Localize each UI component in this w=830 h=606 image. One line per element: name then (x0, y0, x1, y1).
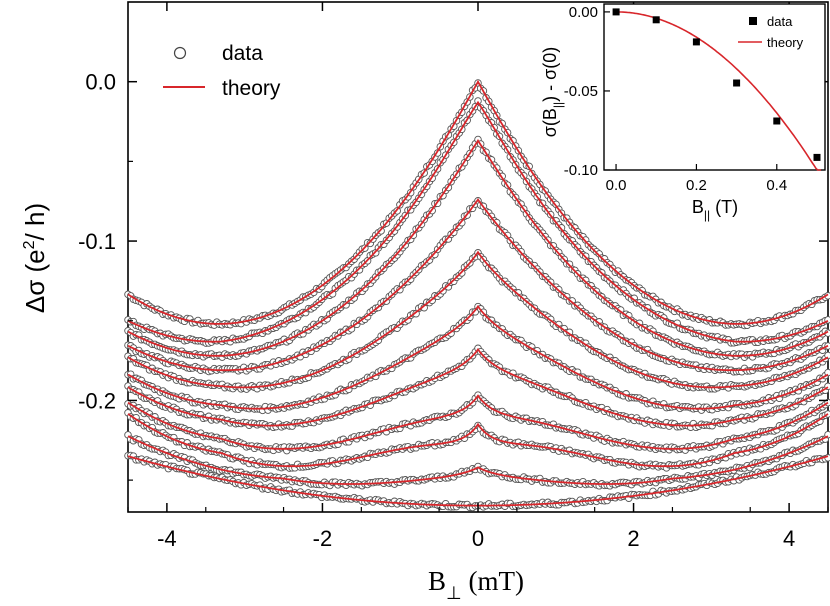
inset-data-point (773, 117, 781, 125)
data-point (824, 351, 830, 360)
inset-y-axis-title: σ(B||) - σ(0) (540, 47, 565, 137)
x-tick-label: 4 (783, 526, 795, 551)
theory-line (127, 79, 829, 325)
x-title-sub: ⊥ (446, 583, 462, 603)
legend-theory-label: theory (222, 77, 281, 100)
inset-data-point (612, 8, 620, 16)
inset-data-point (652, 16, 660, 24)
inset-data-point (733, 79, 741, 87)
y-title-sup: 2 (21, 240, 38, 249)
theory-line (127, 250, 829, 389)
inset-x-tick-label: 0.2 (686, 177, 707, 194)
x-tick-label: -4 (157, 526, 177, 551)
main-legend: data theory (163, 42, 281, 100)
y-title-open: (e (20, 249, 50, 279)
series-group (124, 302, 830, 415)
main-series-group (124, 79, 830, 512)
inset-x-title-main: B (692, 197, 704, 217)
series-group (124, 249, 830, 393)
inset-x-tick-label: 0.4 (766, 177, 787, 194)
inset-x-axis-title: B|| (T) (692, 197, 738, 222)
inset-y-title-pre: σ(B (540, 108, 560, 137)
inset-x-tick-label: 0.0 (606, 177, 627, 194)
series-group (124, 197, 830, 376)
main-y-axis-title: Δσ (e2/ h) (20, 203, 50, 313)
inset-legend-data-label: data (767, 14, 793, 29)
series-group (124, 79, 830, 330)
x-tick-label: 0 (472, 526, 484, 551)
inset-x-title-unit: (T) (710, 197, 738, 217)
y-tick-label: -0.2 (78, 388, 116, 413)
theory-line (127, 100, 829, 343)
main-x-axis-title: B⊥ (mT) (428, 566, 524, 603)
y-title-symbol: Δσ (20, 280, 50, 313)
inset-y-title-post: ) - σ(0) (540, 47, 560, 102)
y-tick-label: 0.0 (85, 70, 116, 95)
inset-legend-data-marker (749, 17, 757, 25)
inset-y-tick-label: -0.10 (564, 162, 598, 179)
x-title-unit: (mT) (462, 566, 524, 596)
legend-data-marker (173, 46, 187, 60)
x-title-main: B (428, 566, 446, 596)
inset-data-point (692, 38, 700, 46)
x-tick-label: -2 (313, 526, 333, 551)
theory-line (127, 198, 829, 372)
theory-line (127, 139, 829, 357)
series-group (124, 97, 830, 347)
inset-y-tick-label: -0.05 (564, 83, 598, 100)
y-tick-label: -0.1 (78, 229, 116, 254)
series-group (124, 135, 830, 361)
y-title-close: / h) (20, 203, 50, 241)
inset-y-tick-label: 0.00 (569, 4, 598, 21)
inset-data-point (813, 153, 821, 161)
inset-legend-theory-label: theory (767, 35, 804, 50)
legend-data-label: data (222, 42, 263, 65)
x-tick-label: 2 (627, 526, 639, 551)
